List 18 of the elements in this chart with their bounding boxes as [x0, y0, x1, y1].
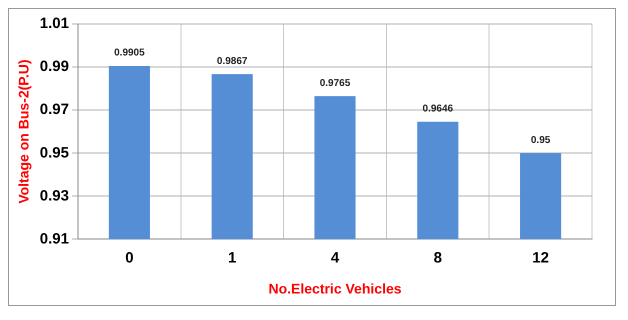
x-tick-label: 4 [330, 249, 340, 266]
data-label: 0.9905 [114, 48, 146, 59]
y-tick-label: 0.93 [40, 187, 69, 204]
x-tick-label: 8 [434, 249, 442, 266]
data-label: 0.95 [530, 134, 551, 146]
y-tick-label: 0.95 [40, 144, 69, 162]
x-tick-label: 0 [125, 249, 134, 266]
data-label: 0.9646 [422, 103, 454, 114]
y-tick-label: 0.97 [40, 101, 69, 118]
x-axis-title: No.Electric Vehicles [268, 280, 402, 296]
x-tick-label: 1 [228, 249, 236, 266]
y-tick-label: 0.99 [40, 58, 69, 76]
x-tick-label: 12 [532, 249, 549, 266]
y-tick-label: 0.91 [40, 230, 69, 248]
data-label: 0.9867 [216, 56, 248, 67]
y-tick-label: 1.01 [40, 15, 69, 32]
data-label: 0.9765 [320, 78, 351, 89]
y-axis-title: Voltage on Bus-2(P.U) [15, 60, 32, 204]
